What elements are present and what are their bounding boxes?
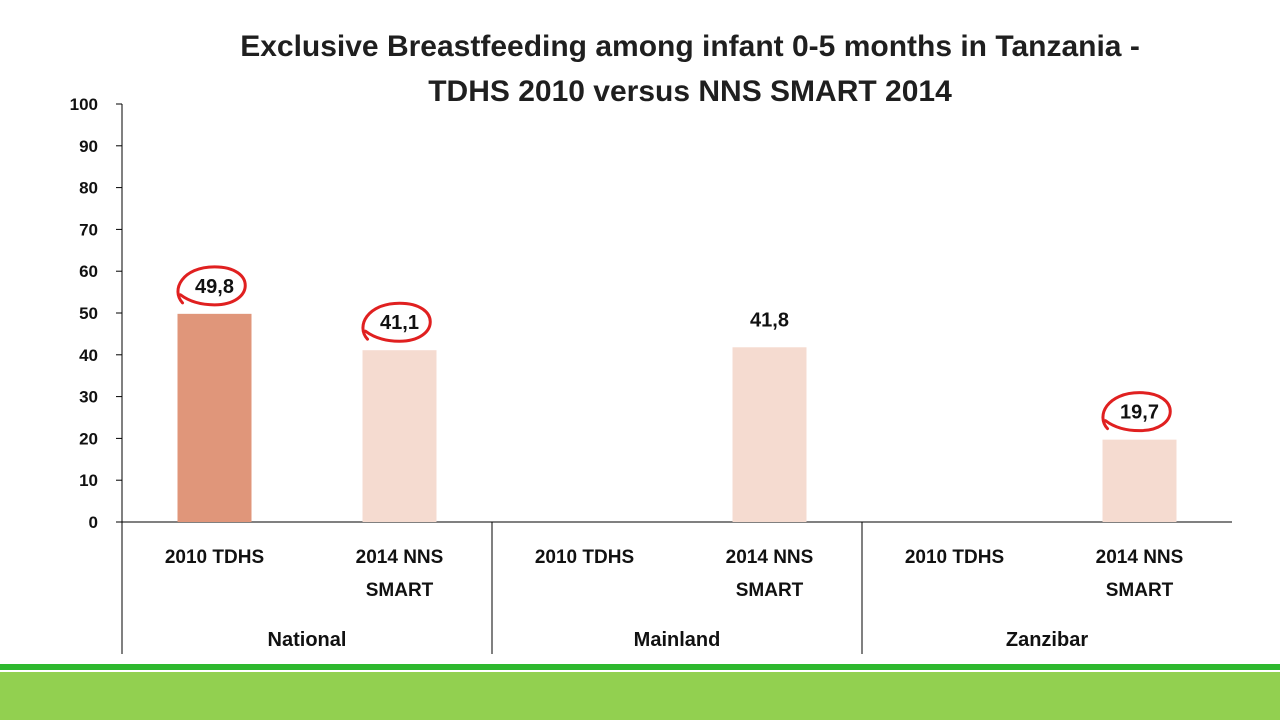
circle-annotation-national-2010-tdhs [176, 265, 247, 307]
category-label-mainland-2014-nns-smart-line-1: 2014 NNS [726, 547, 814, 568]
chart-annotations [176, 265, 1172, 433]
circle-annotation-zanzibar-2014-nns-smart [1101, 391, 1172, 433]
category-label-zanzibar-2014-nns-smart-line-2: SMART [1106, 580, 1174, 601]
chart-title-line-2: TDHS 2010 versus NNS SMART 2014 [428, 75, 952, 108]
group-label-mainland: Mainland [634, 629, 721, 651]
category-label-zanzibar-2010-tdhs-line-1: 2010 TDHS [905, 547, 1004, 568]
bar-national-2010-tdhs [177, 313, 252, 522]
category-label-mainland-2010-tdhs-line-1: 2010 TDHS [535, 547, 634, 568]
y-tick-label-30: 30 [79, 388, 98, 407]
footer-stripe [0, 664, 1280, 670]
chart-bars [177, 313, 1177, 522]
y-tick-label-50: 50 [79, 304, 98, 323]
y-tick-label-40: 40 [79, 346, 98, 365]
y-tick-label-10: 10 [79, 471, 98, 490]
circle-annotation-national-2014-nns-smart [361, 301, 432, 343]
category-label-national-2014-nns-smart-line-2: SMART [366, 580, 434, 601]
group-label-zanzibar: Zanzibar [1006, 629, 1088, 651]
bar-national-2014-nns-smart [362, 350, 437, 522]
chart-axes [116, 103, 1232, 654]
y-tick-label-70: 70 [79, 220, 98, 239]
data-label-mainland-2014-nns-smart: 41,8 [750, 309, 789, 331]
category-label-national-2010-tdhs-line-1: 2010 TDHS [165, 547, 264, 568]
chart-title-line-1: Exclusive Breastfeeding among infant 0-5… [240, 30, 1140, 63]
footer-band [0, 672, 1280, 720]
bar-zanzibar-2014-nns-smart [1102, 439, 1177, 522]
y-tick-label-100: 100 [70, 95, 98, 114]
data-label-zanzibar-2014-nns-smart: 19,7 [1120, 402, 1159, 424]
data-label-national-2014-nns-smart: 41,1 [380, 312, 419, 334]
y-tick-label-80: 80 [79, 179, 98, 198]
y-tick-label-90: 90 [79, 137, 98, 156]
y-tick-label-20: 20 [79, 429, 98, 448]
chart-labels: 0 10 20 30 40 50 60 70 80 90 100 National 2010 TDHS 4… [70, 95, 1184, 651]
data-label-national-2010-tdhs: 49,8 [195, 276, 234, 298]
y-tick-label-0: 0 [89, 513, 98, 532]
bar-mainland-2014-nns-smart [732, 347, 807, 522]
category-label-mainland-2014-nns-smart-line-2: SMART [736, 580, 804, 601]
y-tick-label-60: 60 [79, 262, 98, 281]
group-label-national: National [268, 629, 347, 651]
category-label-national-2014-nns-smart-line-1: 2014 NNS [356, 547, 444, 568]
category-label-zanzibar-2014-nns-smart-line-1: 2014 NNS [1096, 547, 1184, 568]
chart-title: Exclusive Breastfeeding among infant 0-5… [240, 30, 1140, 108]
